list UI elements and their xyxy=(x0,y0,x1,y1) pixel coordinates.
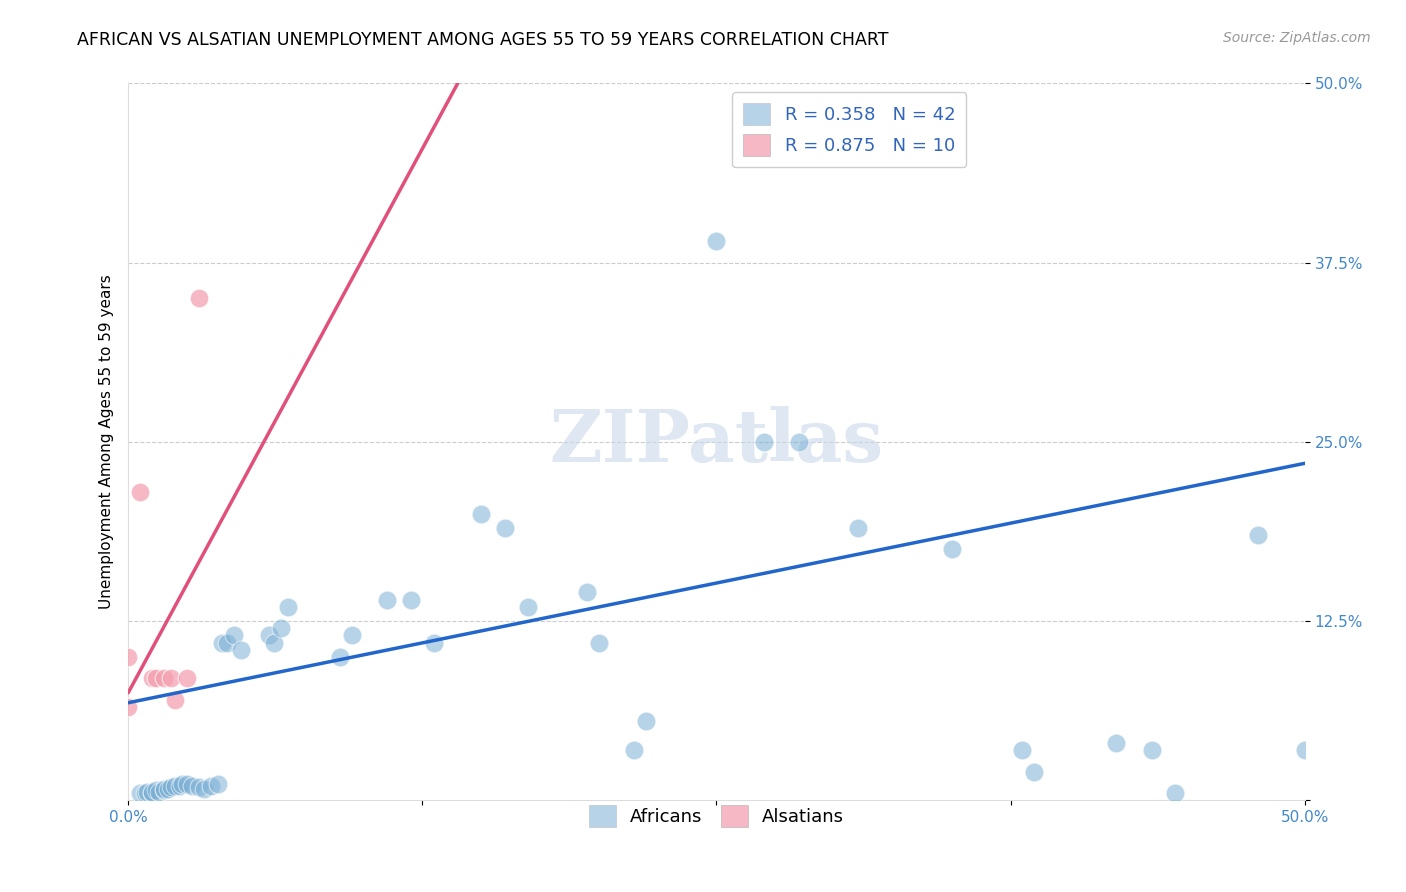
Point xyxy=(136,784,159,798)
Point xyxy=(787,434,810,449)
Point xyxy=(1105,736,1128,750)
Point xyxy=(200,779,222,793)
Point xyxy=(329,649,352,664)
Point xyxy=(117,649,139,664)
Point xyxy=(165,693,187,707)
Point xyxy=(176,777,198,791)
Point xyxy=(623,743,645,757)
Point xyxy=(423,635,446,649)
Point xyxy=(129,786,152,800)
Point xyxy=(159,780,181,795)
Point xyxy=(375,592,398,607)
Point xyxy=(706,234,728,248)
Point xyxy=(494,521,516,535)
Point xyxy=(470,507,492,521)
Point xyxy=(588,635,610,649)
Point xyxy=(157,781,180,796)
Point xyxy=(176,671,198,685)
Point xyxy=(152,671,174,685)
Point xyxy=(211,635,233,649)
Point xyxy=(1294,743,1316,757)
Point xyxy=(231,642,253,657)
Point xyxy=(340,628,363,642)
Point xyxy=(187,292,209,306)
Point xyxy=(148,784,170,798)
Point xyxy=(1164,786,1187,800)
Point xyxy=(1140,743,1163,757)
Point xyxy=(159,671,181,685)
Point xyxy=(399,592,422,607)
Point xyxy=(207,777,229,791)
Point xyxy=(941,542,963,557)
Point xyxy=(187,780,209,795)
Point xyxy=(215,635,238,649)
Point xyxy=(752,434,775,449)
Point xyxy=(117,700,139,714)
Point xyxy=(129,485,152,500)
Point xyxy=(141,786,163,800)
Text: ZIPatlas: ZIPatlas xyxy=(550,407,883,477)
Point xyxy=(145,671,167,685)
Point xyxy=(517,599,540,614)
Point xyxy=(263,635,285,649)
Point xyxy=(193,781,215,796)
Point xyxy=(224,628,246,642)
Point xyxy=(172,777,194,791)
Legend: Africans, Alsatians: Africans, Alsatians xyxy=(582,797,852,834)
Point xyxy=(1022,764,1045,779)
Point xyxy=(180,779,202,793)
Point xyxy=(169,779,191,793)
Text: AFRICAN VS ALSATIAN UNEMPLOYMENT AMONG AGES 55 TO 59 YEARS CORRELATION CHART: AFRICAN VS ALSATIAN UNEMPLOYMENT AMONG A… xyxy=(77,31,889,49)
Point xyxy=(634,714,657,729)
Point xyxy=(846,521,869,535)
Point xyxy=(134,786,156,800)
Point xyxy=(270,621,292,635)
Point xyxy=(152,781,174,796)
Point xyxy=(141,784,163,798)
Point xyxy=(145,783,167,797)
Point xyxy=(1011,743,1033,757)
Point xyxy=(165,779,187,793)
Y-axis label: Unemployment Among Ages 55 to 59 years: Unemployment Among Ages 55 to 59 years xyxy=(100,275,114,609)
Point xyxy=(277,599,299,614)
Text: Source: ZipAtlas.com: Source: ZipAtlas.com xyxy=(1223,31,1371,45)
Point xyxy=(576,585,599,599)
Point xyxy=(152,783,174,797)
Point xyxy=(141,671,163,685)
Point xyxy=(1246,528,1268,542)
Point xyxy=(259,628,281,642)
